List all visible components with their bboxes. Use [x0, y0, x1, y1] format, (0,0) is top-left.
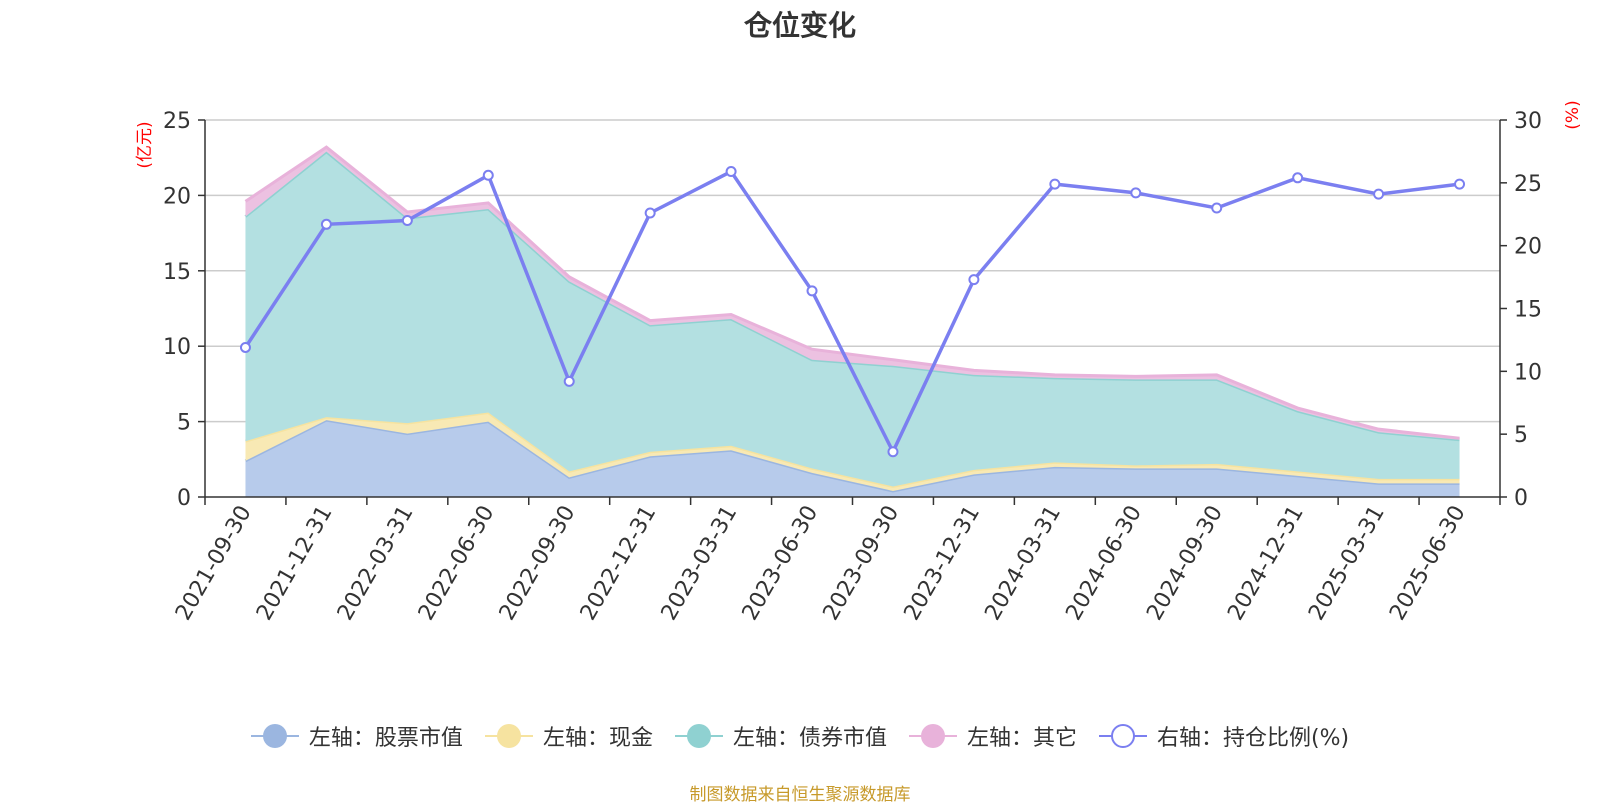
line-point [239, 341, 251, 353]
right-tick-label: 25 [1514, 172, 1542, 197]
legend-item[interactable]: 左轴：现金 [484, 720, 653, 752]
right-tick-label: 5 [1514, 423, 1528, 448]
line-point [320, 218, 332, 230]
left-tick-label: 20 [163, 184, 191, 209]
x-tick-label: 2024-12-31 [1223, 502, 1309, 625]
data-source-note: 制图数据来自恒生聚源数据库 [689, 785, 911, 805]
left-tick-label: 0 [177, 486, 191, 511]
x-tick-label: 2023-09-30 [819, 502, 905, 625]
line-point [401, 215, 413, 227]
legend-item[interactable]: 左轴：股票市值 [250, 720, 463, 752]
legend-swatch-dot [496, 724, 521, 748]
line-point [563, 375, 575, 387]
area-series-0 [245, 420, 1460, 497]
right-axis-unit: (%) [1563, 100, 1583, 129]
left-tick-label: 25 [163, 109, 191, 134]
legend-swatch-dot [686, 724, 711, 748]
chart-title: 仓位变化 [743, 9, 856, 42]
right-tick-label: 0 [1514, 486, 1528, 511]
x-tick-label: 2024-06-30 [1061, 502, 1147, 625]
line-point [482, 169, 494, 181]
legend-label: 左轴：债券市值 [732, 726, 887, 751]
legend-swatch-dot [1110, 724, 1135, 748]
legend-label: 右轴：持仓比例(%) [1156, 726, 1350, 751]
x-tick-label: 2021-09-30 [171, 502, 257, 625]
legend-label: 左轴：股票市值 [308, 726, 463, 751]
x-tick-label: 2022-03-31 [333, 502, 419, 625]
line-point [1211, 202, 1223, 214]
x-tick-label: 2022-12-31 [576, 502, 662, 625]
line-point [968, 274, 980, 286]
area-series-edge-3 [244, 145, 1460, 440]
legend-label: 左轴：其它 [966, 726, 1077, 751]
x-tick-label: 2022-06-30 [414, 502, 500, 625]
line-point [1454, 178, 1466, 190]
legend-swatch [250, 724, 299, 748]
x-tick-label: 2021-12-31 [252, 502, 338, 625]
line-point [806, 285, 818, 297]
line-point [1049, 178, 1061, 190]
line-point [887, 446, 899, 458]
line-point [1130, 187, 1142, 199]
legend-swatch [908, 724, 957, 748]
left-tick-label: 5 [177, 411, 191, 436]
line-point [725, 166, 737, 178]
legend-label: 左轴：现金 [542, 726, 653, 751]
x-tick-label: 2024-03-31 [980, 502, 1066, 625]
legend: 左轴：股票市值 左轴：现金 左轴：债券市值 左轴：其它 右轴：持仓比例(%) [0, 720, 1600, 752]
legend-item[interactable]: 左轴：其它 [908, 720, 1077, 752]
x-tick-label: 2022-09-30 [495, 502, 581, 625]
x-tick-label: 2023-06-30 [738, 502, 824, 625]
area-series-2 [245, 151, 1460, 487]
left-tick-label: 15 [163, 260, 191, 285]
x-tick-label: 2023-12-31 [900, 502, 986, 625]
x-tick-label: 2025-03-31 [1304, 502, 1390, 625]
legend-swatch [1098, 724, 1147, 748]
left-axis-unit: (亿元) [135, 121, 155, 168]
right-tick-label: 20 [1514, 235, 1542, 260]
right-tick-label: 15 [1514, 298, 1542, 323]
x-tick-label: 2023-03-31 [657, 502, 743, 625]
right-tick-label: 30 [1514, 109, 1542, 134]
legend-swatch [484, 724, 533, 748]
line-series-0 [244, 169, 1460, 456]
legend-item[interactable]: 右轴：持仓比例(%) [1098, 720, 1350, 752]
x-tick-label: 2025-06-30 [1385, 502, 1471, 625]
legend-swatch [674, 724, 723, 748]
legend-swatch-dot [262, 724, 287, 748]
x-tick-label: 2024-09-30 [1142, 502, 1228, 625]
line-point [644, 207, 656, 219]
left-tick-label: 10 [163, 335, 191, 360]
legend-swatch-dot [920, 724, 945, 748]
line-point [1373, 188, 1385, 200]
line-point [1292, 172, 1304, 184]
right-tick-label: 10 [1514, 360, 1542, 385]
legend-item[interactable]: 左轴：债券市值 [674, 720, 887, 752]
